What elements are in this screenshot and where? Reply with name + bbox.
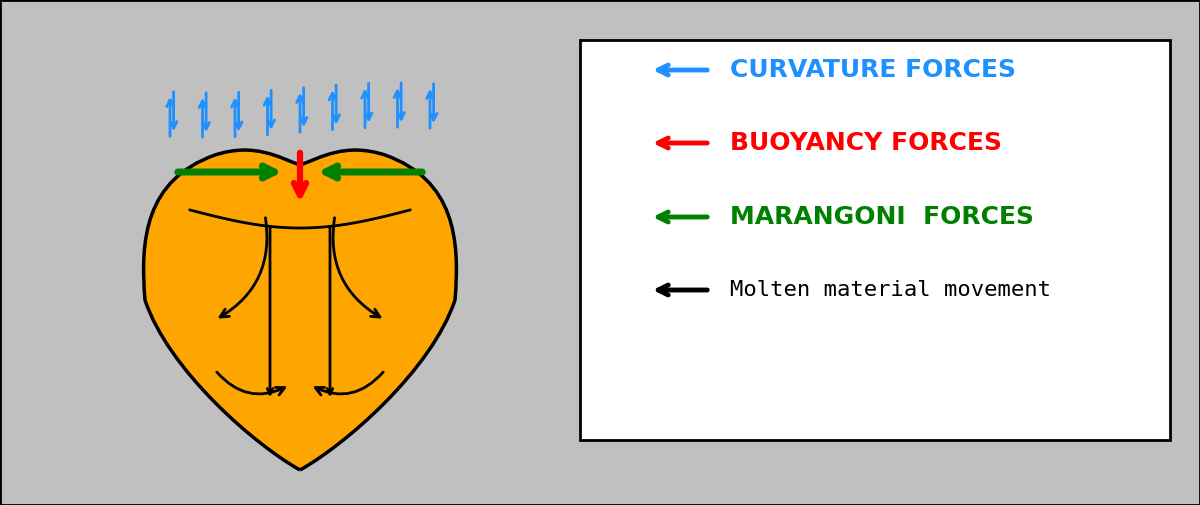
PathPatch shape (144, 150, 456, 470)
FancyBboxPatch shape (580, 40, 1170, 440)
FancyArrowPatch shape (220, 218, 266, 317)
Text: CURVATURE FORCES: CURVATURE FORCES (730, 58, 1016, 82)
Text: MARANGONI  FORCES: MARANGONI FORCES (730, 205, 1034, 229)
Text: Molten material movement: Molten material movement (730, 280, 1051, 300)
FancyArrowPatch shape (217, 372, 284, 395)
FancyArrowPatch shape (316, 372, 383, 395)
FancyArrowPatch shape (334, 218, 380, 317)
Text: BUOYANCY FORCES: BUOYANCY FORCES (730, 131, 1002, 155)
